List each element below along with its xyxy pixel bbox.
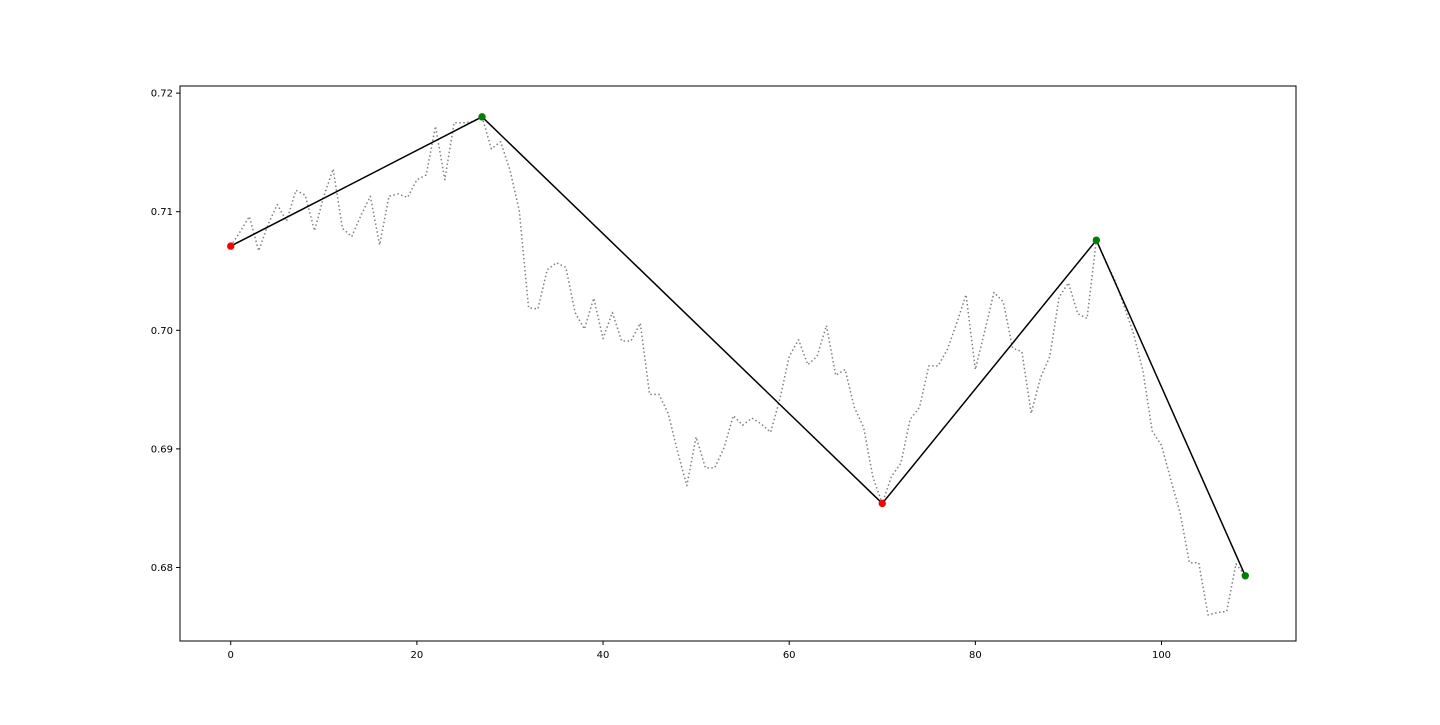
y-tick-label-4: 0.72 [151, 89, 173, 100]
y-tick-label-1: 0.69 [151, 444, 173, 455]
x-tick-label-5: 100 [1152, 650, 1171, 661]
pivot-point-0 [227, 242, 235, 250]
y-tick-label-0: 0.68 [151, 563, 173, 574]
plot-frame [179, 85, 1297, 642]
pivot-point-1 [478, 113, 486, 121]
y-axis: 0.68 0.69 0.70 0.71 0.72 [151, 89, 180, 574]
marker-layer [227, 113, 1249, 580]
x-axis: 0 20 40 60 80 100 [228, 641, 1171, 661]
x-tick-label-2: 40 [597, 650, 610, 661]
pivot-point-3 [1092, 236, 1101, 244]
x-tick-label-1: 20 [411, 650, 424, 661]
pivot-point-4 [1241, 572, 1249, 580]
y-tick-label-3: 0.71 [151, 207, 173, 218]
y-tick-label-2: 0.70 [151, 326, 173, 337]
x-tick-label-3: 60 [783, 650, 796, 661]
x-tick-label-4: 80 [969, 650, 982, 661]
x-tick-label-0: 0 [228, 650, 234, 661]
pivot-point-2 [878, 499, 886, 508]
